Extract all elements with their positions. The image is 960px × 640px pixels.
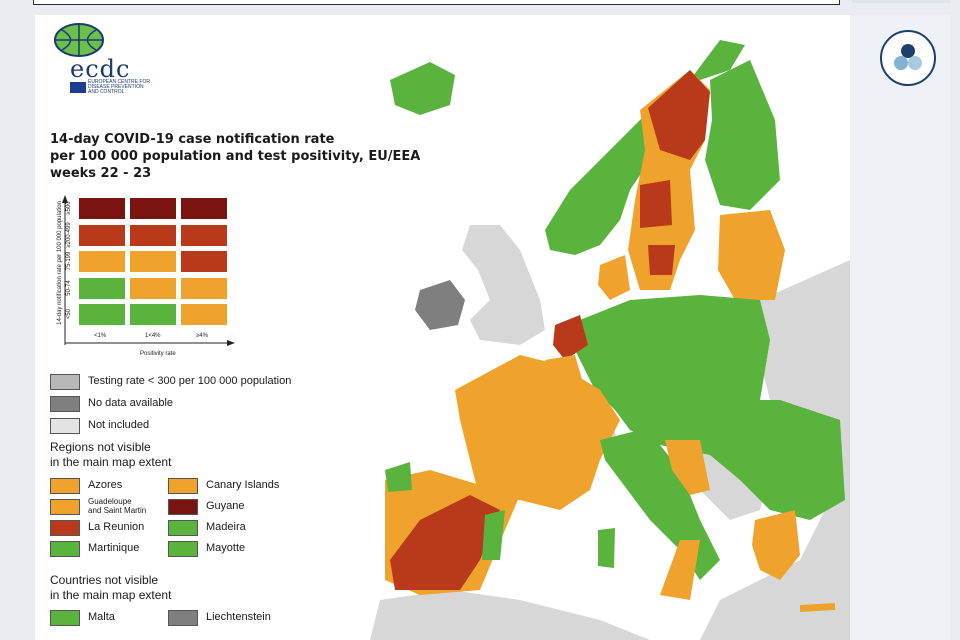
legend-swatch xyxy=(50,418,80,434)
regions-heading: Regions not visible in the main map exte… xyxy=(50,440,172,469)
legend-swatch xyxy=(50,396,80,412)
europe-map[interactable] xyxy=(35,15,850,640)
legend-label: Malta xyxy=(88,611,115,623)
legend-swatch xyxy=(168,610,198,626)
ireland-no-data xyxy=(415,280,465,330)
legend-swatch xyxy=(50,499,80,515)
matrix-col-label: <1% xyxy=(94,333,107,339)
legend-label: Guadeloupe and Saint Martin xyxy=(88,497,147,515)
matrix-axes xyxy=(62,195,235,346)
legend-swatch xyxy=(168,478,198,494)
legend-label: Testing rate < 300 per 100 000 populatio… xyxy=(88,375,292,387)
matrix-cell xyxy=(129,250,177,273)
sweden-north-red xyxy=(648,70,710,160)
iceland-green xyxy=(390,62,455,115)
legend-swatch xyxy=(168,520,198,536)
sweden-mid-red xyxy=(640,180,672,228)
matrix-x-axis-label: Positivity rate xyxy=(140,351,176,357)
top-window-bar xyxy=(33,0,840,5)
logo-text: ecdc xyxy=(70,55,131,83)
top-right-bar xyxy=(852,0,950,3)
legend-swatch xyxy=(50,541,80,557)
legend-label: Martinique xyxy=(88,542,140,554)
legend-swatch xyxy=(50,374,80,390)
matrix-cell xyxy=(129,197,177,220)
legend-swatch xyxy=(168,541,198,557)
legend-swatch xyxy=(168,499,198,515)
legend-label: Not included xyxy=(88,419,150,431)
denmark-orange xyxy=(598,255,630,300)
legend-label: Mayotte xyxy=(206,542,246,554)
finland-green xyxy=(705,60,780,210)
land-east-not-included xyxy=(700,260,850,640)
matrix-cell xyxy=(180,223,228,247)
matrix-cell xyxy=(129,223,177,247)
legend-label: Guyane xyxy=(206,500,245,512)
italy-south-orange xyxy=(660,540,700,600)
matrix-cell xyxy=(78,223,126,247)
matrix-cell xyxy=(180,250,228,273)
matrix-cell xyxy=(180,197,228,220)
matrix-cell xyxy=(129,303,177,326)
legend-label: Madeira xyxy=(206,521,246,533)
sardinia-green xyxy=(598,528,615,568)
matrix-cell xyxy=(129,276,177,300)
france-orange xyxy=(455,355,620,510)
matrix-col-label: ≥4% xyxy=(196,333,208,339)
land-africa-not-included xyxy=(370,590,650,640)
legend-swatch xyxy=(50,520,80,536)
land-uk-not-included xyxy=(462,225,545,345)
share-dots-icon[interactable] xyxy=(880,30,936,86)
netherlands-red xyxy=(553,315,588,360)
matrix-cell xyxy=(78,197,126,220)
sweden-south-red xyxy=(648,245,675,275)
valencia-green xyxy=(482,510,505,560)
legend-label: Canary Islands xyxy=(206,479,280,491)
central-europe-green xyxy=(575,295,845,520)
greece-orange xyxy=(752,510,800,580)
share-dots-graphic xyxy=(894,44,922,70)
map-title: 14-day COVID-19 case notification rate p… xyxy=(50,132,421,181)
countries-heading: Countries not visible in the main map ex… xyxy=(50,573,172,602)
matrix-cell xyxy=(78,276,126,300)
galicia-green xyxy=(385,462,412,492)
matrix-col-label: 1<4% xyxy=(145,333,161,339)
legend-label: Liechtenstein xyxy=(206,611,271,623)
croatia-orange xyxy=(665,440,710,495)
estonia-latvia-orange xyxy=(718,210,785,300)
crete-orange xyxy=(800,603,835,612)
side-gutter xyxy=(850,15,950,640)
matrix-cell xyxy=(180,303,228,326)
legend-label: La Reunion xyxy=(88,521,145,533)
matrix-cell xyxy=(180,276,228,300)
legend-swatch xyxy=(50,610,80,626)
legend-label: No data available xyxy=(88,397,174,409)
matrix-cell xyxy=(78,303,126,326)
legend-swatch xyxy=(50,478,80,494)
map-panel xyxy=(35,15,850,640)
eu-flag-icon xyxy=(70,82,86,93)
logo-subtext: EUROPEAN CENTRE FOR DISEASE PREVENTION A… xyxy=(88,79,150,95)
globe-icon xyxy=(54,23,104,57)
matrix-cell xyxy=(78,250,126,273)
legend-label: Azores xyxy=(88,479,123,491)
spain-red xyxy=(390,495,500,590)
